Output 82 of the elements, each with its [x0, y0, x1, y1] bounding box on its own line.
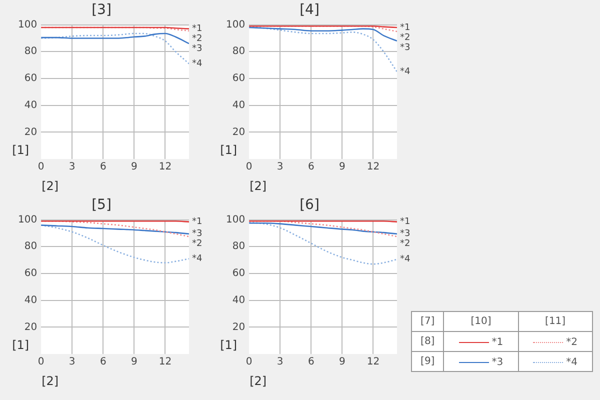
- y-axis-title: [1]: [12, 338, 30, 352]
- legend-label: *4: [566, 357, 578, 368]
- y-tick-label: 40: [24, 294, 38, 306]
- y-tick-label: 20: [24, 126, 38, 138]
- legend-label: *2: [566, 337, 578, 348]
- chart-title: [4]: [300, 2, 320, 18]
- series-label: *3: [192, 44, 202, 54]
- x-tick-label: 9: [338, 356, 346, 368]
- y-tick-label: 60: [24, 73, 38, 84]
- y-axis-title: [1]: [220, 143, 238, 158]
- x-tick-label: 0: [246, 356, 252, 368]
- text: [10]: [444, 312, 518, 332]
- y-tick-label: 100: [226, 214, 246, 226]
- line-series: [249, 26, 397, 42]
- y-tick-label: 100: [226, 19, 246, 30]
- y-tick-label: 40: [232, 294, 246, 306]
- series-label: *2: [192, 239, 202, 250]
- x-tick-label: 12: [366, 356, 380, 368]
- y-tick-label: 60: [24, 268, 38, 280]
- y-tick-label: 80: [24, 46, 38, 58]
- x-tick-label: 0: [38, 356, 44, 368]
- x-tick-label: 6: [308, 356, 314, 368]
- series-label: *1: [192, 24, 202, 34]
- chart-title: [3]: [92, 2, 112, 18]
- line-series: [41, 224, 189, 235]
- series-label: *3: [400, 229, 410, 240]
- y-tick-label: 20: [24, 322, 38, 333]
- y-tick-label: 80: [232, 241, 246, 252]
- line-series: [249, 222, 397, 265]
- legend-label: *1: [492, 337, 504, 348]
- line-series: [41, 32, 189, 44]
- chart-title: [6]: [300, 197, 320, 214]
- series-label: *3: [400, 42, 410, 53]
- text: [8]: [412, 332, 444, 352]
- x-tick-label: 6: [100, 356, 106, 368]
- series-label: *3: [192, 229, 202, 240]
- x-axis-title: [2]: [250, 179, 267, 194]
- y-tick-label: 20: [232, 126, 246, 138]
- x-tick-label: 6: [100, 162, 106, 173]
- x-tick-label: 9: [130, 162, 138, 173]
- series-label: *4: [192, 254, 202, 264]
- y-axis-title: [1]: [220, 338, 238, 352]
- text: [11]: [518, 312, 592, 332]
- series-label: *4: [192, 59, 202, 70]
- line-series: [41, 32, 189, 64]
- series-label: *2: [192, 34, 202, 44]
- x-tick-label: 12: [158, 162, 172, 173]
- x-axis-title: [2]: [42, 374, 59, 388]
- y-tick-label: 100: [18, 19, 38, 30]
- series-label: *4: [400, 67, 410, 78]
- x-tick-label: 9: [338, 162, 346, 173]
- chart-title: [5]: [92, 197, 112, 214]
- x-tick-label: 3: [276, 162, 284, 173]
- x-tick-label: 3: [68, 162, 76, 173]
- x-tick-label: 3: [68, 356, 76, 368]
- x-tick-label: 12: [158, 356, 172, 368]
- y-tick-label: 80: [24, 241, 38, 252]
- x-axis-title: [2]: [250, 374, 267, 388]
- x-tick-label: 3: [276, 356, 284, 368]
- x-tick-label: 6: [308, 162, 314, 173]
- y-axis-title: [1]: [12, 143, 30, 158]
- text: [7]: [412, 312, 444, 332]
- legend-label: *3: [492, 357, 504, 368]
- y-tick-label: 20: [232, 322, 246, 333]
- x-axis-title: [2]: [42, 179, 59, 194]
- y-tick-label: 60: [232, 268, 246, 280]
- series-label: *1: [400, 22, 410, 33]
- series-label: *1: [400, 217, 410, 228]
- y-tick-label: 100: [18, 214, 38, 226]
- y-tick-label: 60: [232, 73, 246, 84]
- series-label: *1: [192, 217, 202, 228]
- series-label: *2: [400, 32, 410, 43]
- y-tick-label: 40: [232, 100, 246, 111]
- text: [9]: [412, 352, 444, 372]
- y-tick-label: 80: [232, 46, 246, 58]
- x-tick-label: 12: [366, 162, 380, 173]
- x-tick-label: 0: [246, 162, 252, 173]
- x-tick-label: 9: [130, 356, 138, 368]
- x-tick-label: 0: [38, 162, 44, 173]
- series-label: *2: [400, 239, 410, 250]
- series-label: *4: [400, 254, 410, 265]
- y-tick-label: 40: [24, 100, 38, 111]
